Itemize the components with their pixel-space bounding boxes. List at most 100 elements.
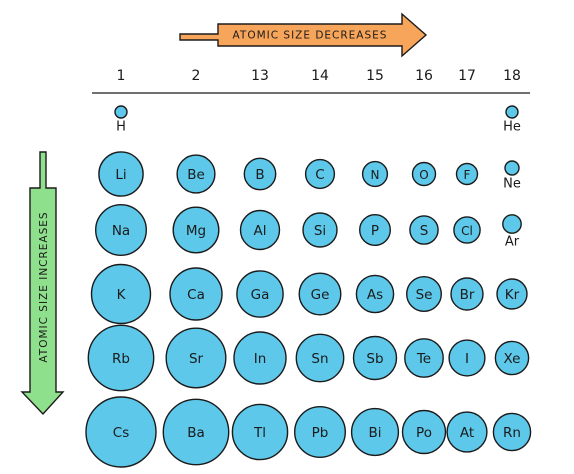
atom-na: Na [94,203,147,256]
atom-circle-c [304,158,336,190]
atom-po: Po [401,409,447,455]
atom-ar: Ar [502,214,522,250]
atom-symbol-cs: Cs [113,425,129,441]
atom-sb: Sb [352,335,398,381]
atom-circle-n [361,160,389,188]
atom-h: H [114,105,128,135]
atom-circle-as [355,274,395,314]
atom-circle-ga [236,270,284,318]
atom-te: Te [404,338,444,378]
atom-symbol-as: As [367,287,383,303]
group-header-15: 15 [366,68,384,84]
atom-circle-h [114,105,128,119]
atom-symbol-f: F [464,168,471,182]
atom-circle-sr [165,327,227,389]
group-header-1: 1 [117,68,126,84]
group-header-17: 17 [458,68,476,84]
atom-symbol-k: K [117,287,127,303]
atom-circle-se [406,276,443,313]
top-arrow-shape [179,12,428,58]
atom-pb: Pb [294,406,347,459]
side-arrow-label: ATOMIC SIZE INCREASES [38,211,50,362]
atom-he: He [503,105,521,135]
atom-circle-in [233,331,287,385]
atom-symbol-sr: Sr [189,351,204,367]
atom-in: In [233,331,287,385]
atom-symbol-ar: Ar [505,235,520,250]
atom-symbol-tl: Tl [253,425,266,441]
side-arrow-shape [20,151,65,416]
atom-al: Al [239,209,281,251]
atom-circle-b [243,157,277,191]
atom-symbol-ba: Ba [187,425,205,441]
atom-rn: Rn [492,412,532,452]
side-arrow: ATOMIC SIZE INCREASES [20,151,65,416]
atom-circle-he [505,105,519,119]
atom-symbol-o: O [419,168,428,182]
atom-p: P [359,213,392,246]
atom-cl: Cl [453,216,481,244]
atom-ca: Ca [169,267,223,321]
atom-circle-cl [453,216,481,244]
atom-symbol-i: I [465,351,469,367]
atom-symbol-se: Se [416,287,433,303]
atom-symbol-mg: Mg [186,223,206,239]
atom-tl: Tl [231,403,289,461]
atom-be: Be [176,154,216,194]
atom-se: Se [406,276,443,313]
atom-sr: Sr [165,327,227,389]
atom-symbol-pb: Pb [312,425,329,441]
top-arrow-label: ATOMIC SIZE DECREASES [233,30,388,42]
atom-circle-f [455,162,479,186]
atom-circle-li [98,151,144,197]
atom-as: As [355,274,395,314]
atom-symbol-h: H [116,120,126,135]
atom-circle-pb [294,406,347,459]
atom-symbol-te: Te [416,351,431,367]
atom-xe: Xe [494,340,530,376]
group-header-2: 2 [192,68,201,84]
atom-s: S [409,215,439,245]
atom-symbol-cl: Cl [461,224,473,238]
top-arrow: ATOMIC SIZE DECREASES [179,12,428,58]
atom-sn: Sn [295,333,345,383]
atom-bi: Bi [350,407,400,457]
atom-circle-kr [496,278,528,310]
atom-symbol-li: Li [115,167,126,183]
atom-symbol-p: P [371,223,379,239]
atom-c: C [304,158,336,190]
atom-circle-mg [172,206,220,254]
atom-circle-po [401,409,447,455]
atom-circle-be [176,154,216,194]
atom-circle-ba [162,398,230,466]
atom-si: Si [302,212,338,248]
atom-cs: Cs [85,396,157,468]
atom-li: Li [98,151,144,197]
atom-circle-i [448,339,486,377]
atom-k: K [90,263,152,325]
atom-kr: Kr [496,278,528,310]
atom-symbol-ge: Ge [311,287,330,303]
atom-ne: Ne [503,160,521,191]
atom-rb: Rb [87,324,155,392]
atom-symbol-xe: Xe [504,351,521,367]
atom-symbol-rn: Rn [503,425,521,441]
atom-symbol-ne: Ne [503,176,521,191]
atom-mg: Mg [172,206,220,254]
atom-circle-ge [298,272,342,316]
atom-symbol-br: Br [460,287,475,303]
atom-circle-tl [231,403,289,461]
atom-f: F [455,162,479,186]
atom-circle-at [446,411,488,453]
atom-br: Br [450,277,484,311]
atom-symbol-c: C [315,167,324,183]
atom-circle-o [411,161,437,187]
atom-circle-rb [87,324,155,392]
group-header-18: 18 [503,68,521,84]
atom-symbol-ca: Ca [187,287,205,303]
atom-circle-na [94,203,147,256]
atom-symbol-b: B [255,167,264,183]
atom-o: O [411,161,437,187]
atom-symbol-at: At [460,425,474,441]
atom-symbol-kr: Kr [505,287,520,303]
